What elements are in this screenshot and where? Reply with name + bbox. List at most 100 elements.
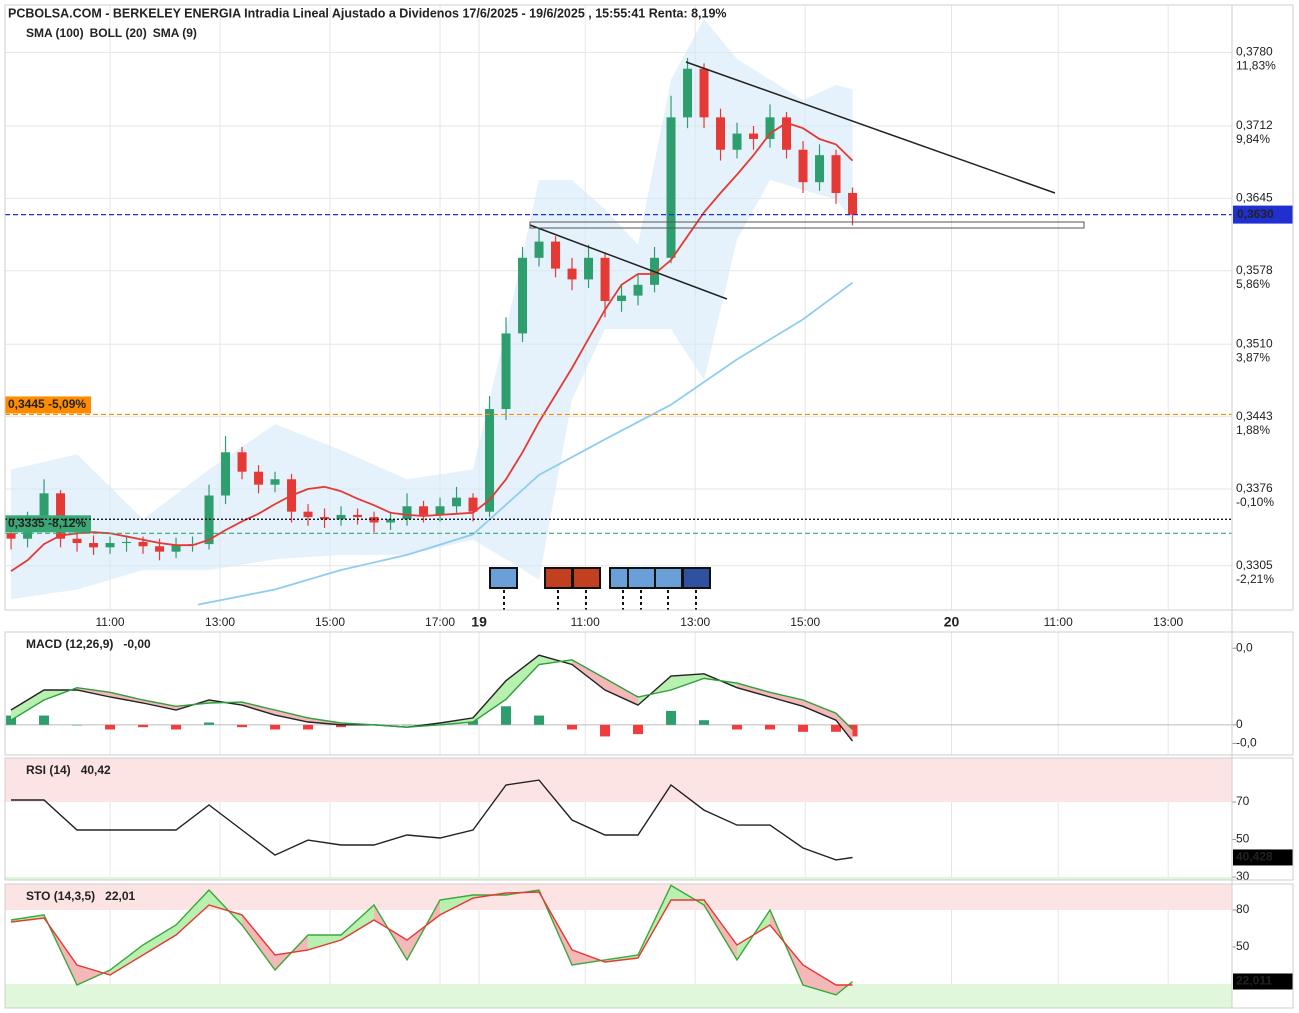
candle-body [732, 133, 742, 150]
histogram-bar [72, 724, 83, 726]
y-percent-label: -2,21% [1236, 572, 1274, 586]
histogram-bar [831, 724, 842, 732]
candle-body [600, 257, 610, 302]
candle-body [633, 284, 643, 296]
histogram-bar [303, 724, 314, 730]
last-value-label: 22,011 [1236, 974, 1272, 988]
candle-body [716, 117, 726, 150]
histogram-bar [138, 724, 149, 728]
candle-body [155, 546, 165, 552]
histogram-bar [39, 715, 50, 725]
candle-body [848, 192, 858, 215]
news-icon [654, 567, 683, 589]
histogram-bar [732, 724, 743, 730]
overbought-zone [5, 758, 1232, 803]
cross-fill [737, 683, 771, 697]
legend-entry: BOLL (20) [90, 26, 147, 40]
cross-fill [308, 935, 342, 950]
last-value-box [1233, 973, 1293, 990]
candle-body [303, 511, 313, 518]
cross-fill [176, 890, 210, 936]
candle-body [6, 533, 16, 539]
panel-frame [4, 4, 1294, 611]
cross-fill [803, 699, 837, 721]
price-label-box [5, 396, 92, 414]
price-label: 0,3630 [1237, 207, 1274, 221]
indicator-line [10, 891, 853, 986]
candle-body [584, 257, 594, 280]
last-value-box [1233, 849, 1293, 866]
y-tick-label: 0,3578 [1236, 263, 1273, 277]
histogram-bar [798, 724, 809, 732]
candle-body [138, 541, 148, 547]
candle-body [336, 514, 346, 520]
y-percent-label: -0,10% [1236, 495, 1274, 509]
candle-body [485, 409, 495, 512]
cross-fill [242, 702, 276, 716]
histogram-bar [633, 724, 644, 735]
candle-body [468, 497, 478, 512]
cross-fill [671, 885, 705, 905]
x-tick-label: 11:00 [1044, 615, 1073, 629]
x-tick-label: 17:00 [425, 615, 455, 629]
decorations [489, 61, 1085, 610]
trend-line [685, 61, 1056, 194]
legend-entry: SMA (100) [26, 26, 84, 40]
sma-line [10, 121, 854, 572]
cross-fill [143, 925, 177, 955]
x-tick-label: 13:00 [680, 615, 710, 629]
candle-body [798, 149, 808, 183]
histogram-bar [765, 724, 776, 730]
y-tick-label: 70 [1236, 794, 1250, 808]
candle-body [782, 117, 792, 150]
candle-body [815, 155, 825, 183]
oversold-zone [5, 877, 1232, 880]
cross-fill [572, 949, 606, 965]
x-tick-label: 11:00 [95, 615, 124, 629]
sma-line [197, 281, 854, 606]
histogram-bar [204, 722, 215, 725]
candle-body [765, 117, 775, 139]
y-percent-label: 11,83% [1236, 59, 1276, 73]
y-percent-label: 3,87% [1236, 350, 1270, 364]
candle-body [89, 543, 99, 548]
last-value-label: 40,428 [1236, 850, 1273, 864]
flag-icon [572, 567, 601, 589]
x-tick-label: 13:00 [205, 615, 235, 629]
cross-fill [539, 655, 573, 665]
oversold-zone [5, 983, 1232, 1008]
histogram-bar [534, 715, 545, 725]
cross-fill [143, 699, 177, 710]
y-tick-label: 0,3645 [1236, 191, 1273, 205]
x-tick-label: 15:00 [790, 615, 820, 629]
cross-fill [77, 964, 111, 985]
cross-fill [110, 945, 144, 975]
candle-body [386, 519, 396, 523]
panel-label: MACD (12,26,9) [26, 637, 113, 651]
plot-layer: 11:00 13:00 15:00 17:00 19 11:00 13:00 15:00 20 1… [5, 5, 1293, 1008]
candle-body [171, 545, 181, 552]
panel-value: 22,01 [105, 889, 135, 903]
range-box [529, 221, 1085, 229]
candle-body [254, 471, 264, 485]
y-tick-label: 0,0 [1236, 640, 1253, 654]
overbought-zone [5, 884, 1232, 911]
y-tick-label: 0 [1236, 717, 1243, 731]
candle-body [237, 452, 247, 472]
y-tick-label: 0,3443 [1236, 409, 1273, 423]
histogram-bar [336, 724, 347, 728]
x-tick-label: 11:00 [571, 615, 600, 629]
legend-entry: SMA (9) [153, 26, 197, 40]
panel-frames [4, 4, 1294, 1009]
flag-icon [544, 567, 573, 589]
candle-body [320, 517, 330, 520]
candle-body [221, 452, 231, 496]
cross-fill [473, 680, 507, 723]
candle-body [683, 68, 693, 118]
histogram-bar [402, 724, 413, 726]
candle-body [353, 514, 363, 518]
candle-body [534, 241, 544, 258]
y-tick-label: -0,0 [1236, 736, 1257, 750]
y-tick-label: 50 [1236, 832, 1250, 846]
